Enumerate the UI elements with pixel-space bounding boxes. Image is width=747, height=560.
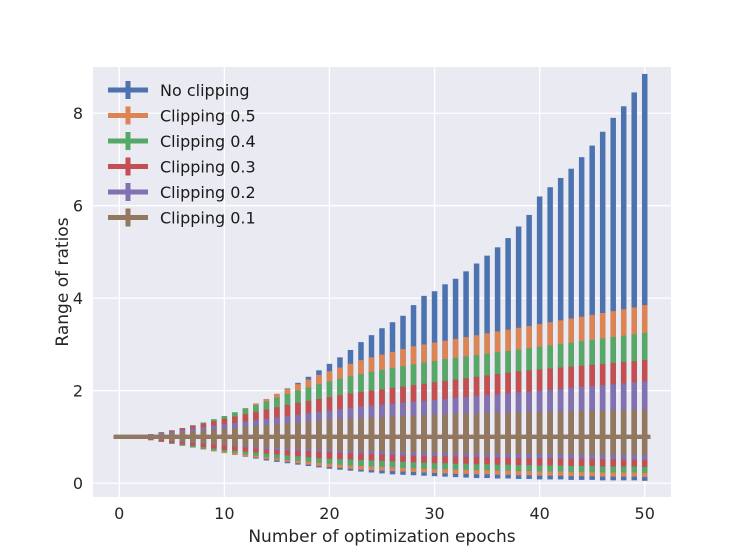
error-bar: [494, 412, 501, 454]
error-bar: [631, 92, 637, 481]
series-clipping-0-1: [113, 409, 651, 456]
error-bar: [452, 413, 459, 454]
error-bar: [389, 416, 396, 452]
error-bar: [515, 412, 522, 454]
x-axis-label: Number of optimization epochs: [248, 527, 515, 547]
error-bar: [620, 106, 627, 481]
error-bar: [484, 412, 490, 454]
x-tick-label: 10: [214, 504, 234, 523]
error-bar: [568, 411, 574, 455]
error-bar: [547, 411, 553, 455]
legend-label: Clipping 0.1: [160, 209, 256, 228]
x-axis-ticks: 0 10 20 30 40 50: [114, 504, 655, 523]
error-bar: [358, 417, 364, 452]
error-bar: [578, 411, 585, 455]
error-bar: [505, 412, 511, 454]
x-tick-label: 20: [319, 504, 339, 523]
error-bar: [589, 145, 595, 480]
legend-label: Clipping 0.4: [160, 132, 256, 151]
x-tick-label: 30: [424, 504, 444, 523]
error-bar: [410, 415, 417, 453]
error-bar: [641, 409, 648, 456]
error-bar: [368, 417, 375, 452]
y-axis-ticks: 0 2 4 6 8: [73, 104, 83, 493]
y-tick-label: 4: [73, 289, 83, 308]
error-bar: [599, 131, 606, 481]
error-bar: [326, 419, 333, 451]
x-tick-label: 50: [635, 504, 655, 523]
y-tick-label: 8: [73, 104, 83, 123]
x-tick-label: 40: [529, 504, 549, 523]
legend-label: Clipping 0.5: [160, 107, 256, 126]
error-bar: [526, 411, 532, 454]
legend-label: Clipping 0.3: [160, 158, 256, 177]
error-bar: [599, 410, 606, 455]
error-bar: [379, 417, 385, 452]
error-bar: [641, 73, 648, 481]
legend-label: Clipping 0.2: [160, 183, 256, 202]
error-bar: [400, 416, 406, 453]
error-bar: [442, 414, 448, 454]
error-bar: [337, 418, 343, 451]
error-bar: [463, 413, 469, 454]
x-tick-label: 0: [114, 504, 124, 523]
error-bar: [536, 411, 543, 455]
error-bar: [421, 415, 427, 453]
legend: No clipping Clipping 0.5 Clipping 0.4 Clipp…: [108, 81, 256, 228]
error-bar: [610, 117, 616, 481]
y-tick-label: 0: [73, 474, 83, 493]
error-bar: [610, 410, 616, 455]
error-bar: [431, 414, 438, 453]
error-bar: [589, 410, 595, 455]
y-tick-label: 6: [73, 197, 83, 216]
error-bars: [113, 73, 651, 481]
error-bar: [557, 411, 564, 455]
y-axis-label: Range of ratios: [53, 217, 73, 346]
error-bar: [620, 410, 627, 456]
legend-label: No clipping: [160, 81, 250, 100]
error-bar: [631, 409, 637, 456]
gridlines: [93, 67, 671, 497]
error-bar: [347, 418, 354, 451]
y-tick-label: 2: [73, 382, 83, 401]
error-bar: [473, 413, 480, 454]
